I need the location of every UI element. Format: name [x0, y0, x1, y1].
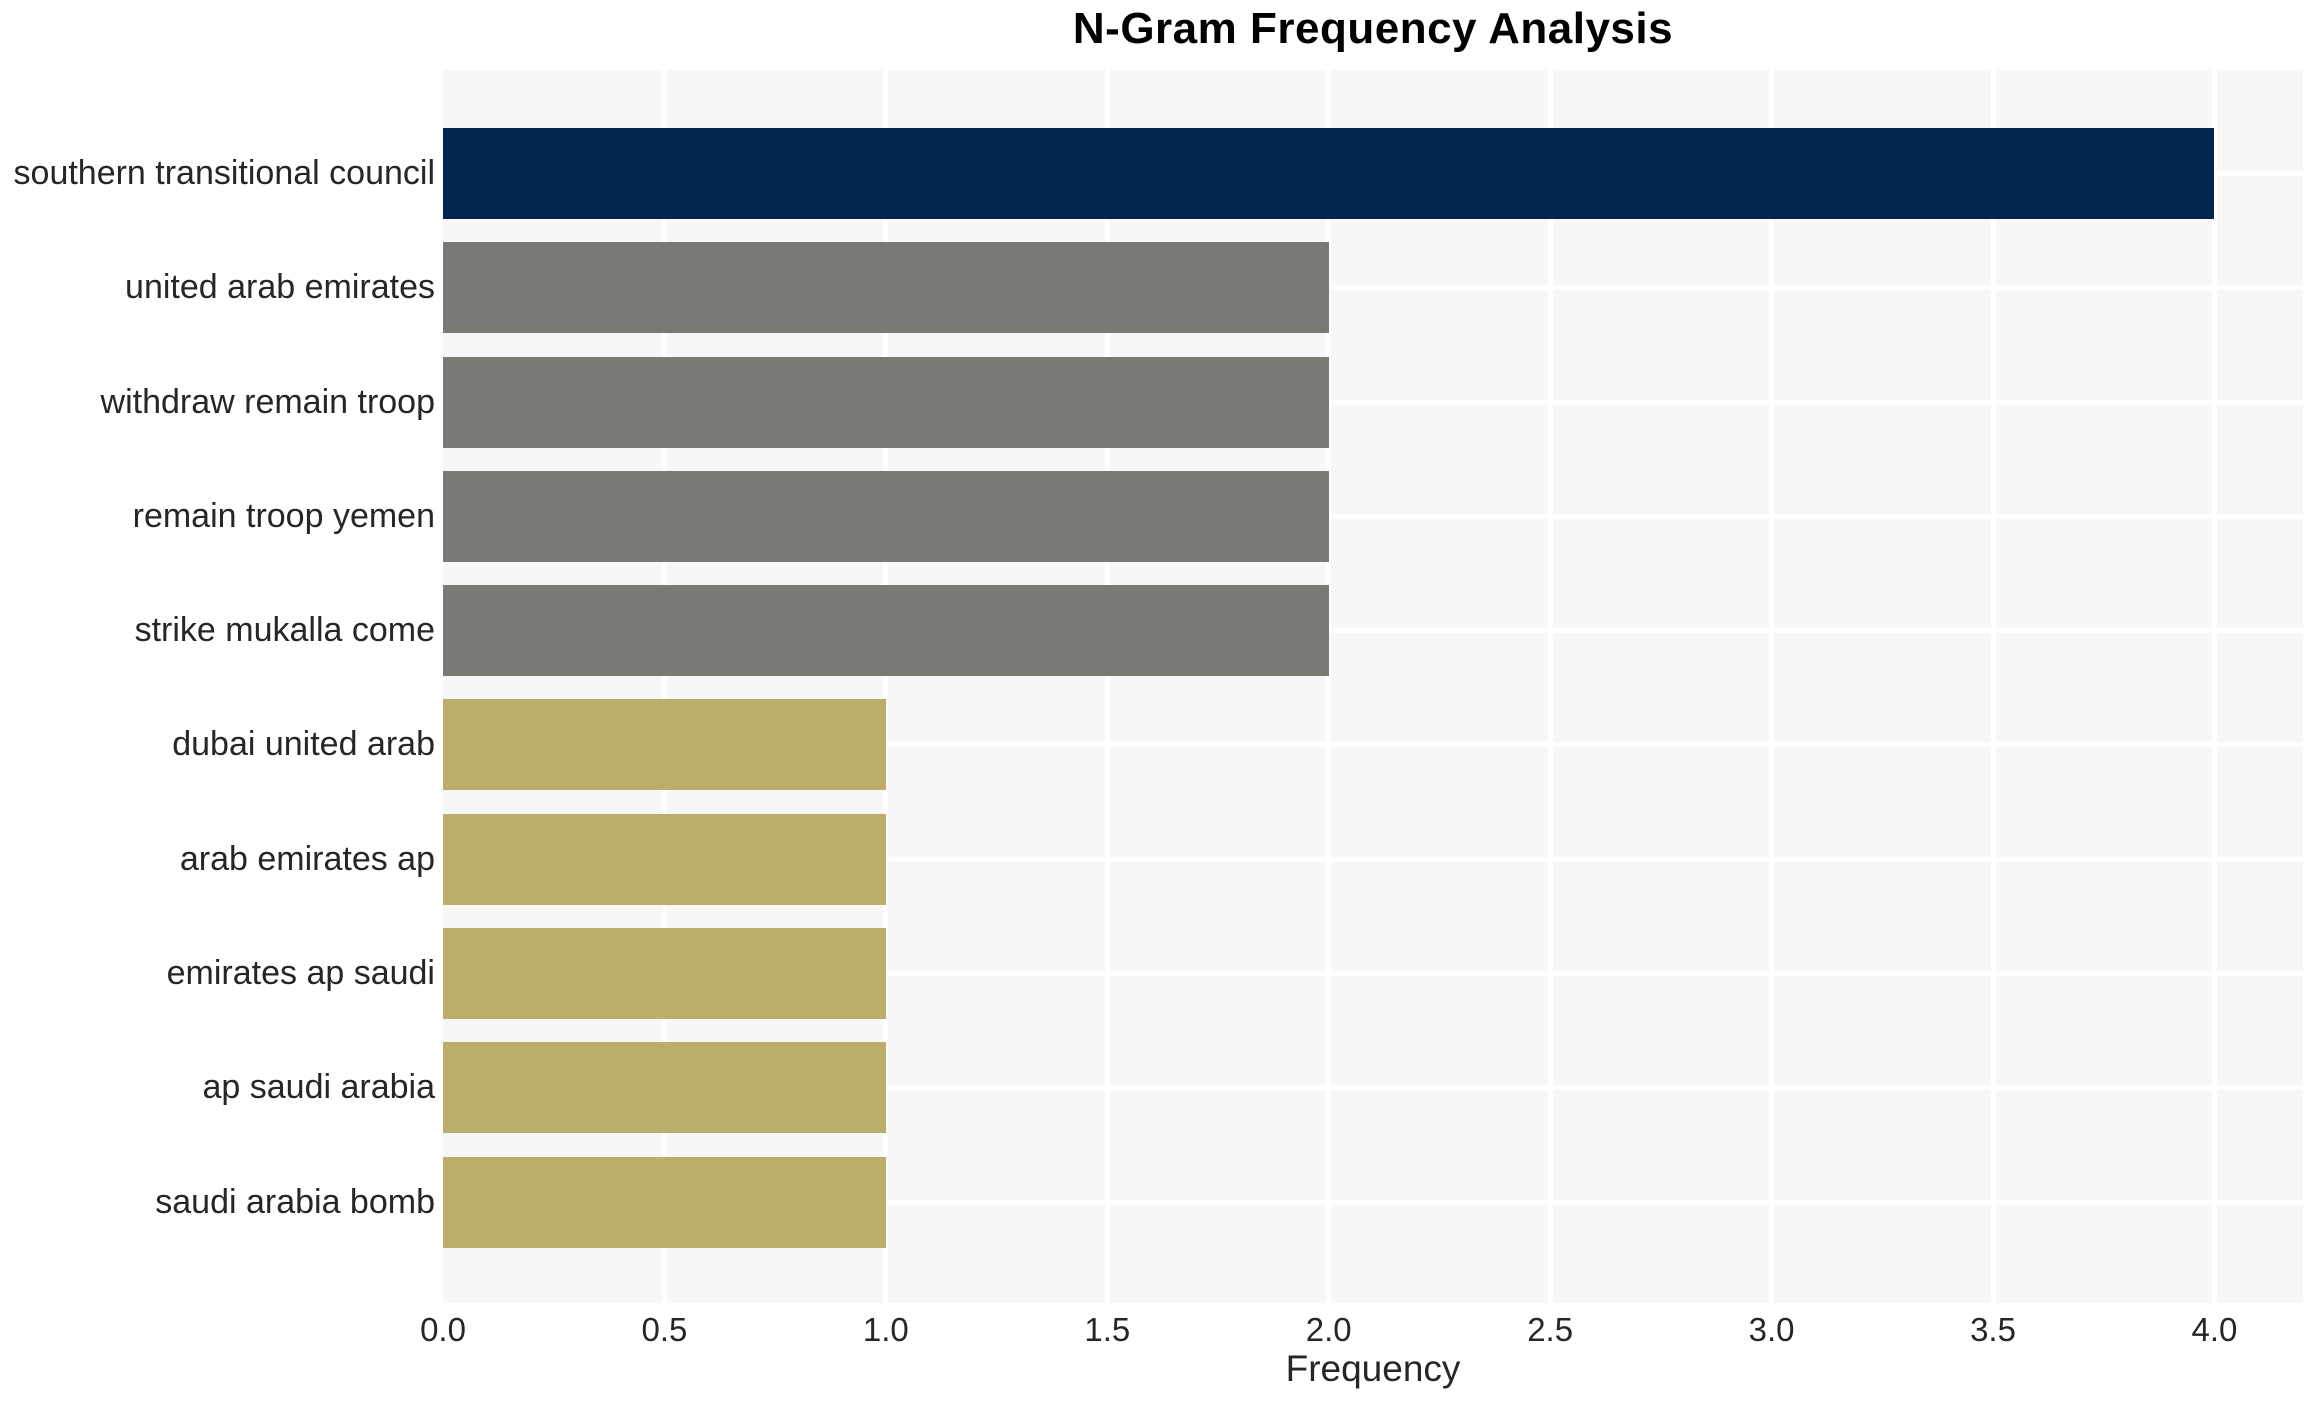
gridline-horizontal — [443, 513, 2303, 519]
category-label: southern transitional council — [13, 153, 435, 192]
x-tick-label: 2.5 — [1527, 1311, 1574, 1348]
category-label: emirates ap saudi — [166, 954, 435, 993]
gridline-vertical — [1326, 70, 1332, 1303]
category-label: withdraw remain troop — [100, 382, 435, 421]
bar — [443, 1042, 886, 1134]
gridline-horizontal — [443, 856, 2303, 862]
x-tick-label: 3.0 — [1748, 1311, 1795, 1348]
bar — [443, 356, 1329, 448]
x-tick-label: 0.5 — [641, 1311, 688, 1348]
gridline-vertical — [1104, 70, 1110, 1303]
gridline-vertical — [883, 70, 889, 1303]
gridline-horizontal — [443, 1199, 2303, 1205]
plot-area — [443, 70, 2303, 1303]
x-tick-label: 2.0 — [1305, 1311, 1352, 1348]
gridline-horizontal — [443, 399, 2303, 405]
bar — [443, 242, 1329, 334]
bar — [443, 127, 2215, 219]
x-tick-label: 0.0 — [420, 1311, 466, 1348]
bar — [443, 470, 1329, 562]
gridline-vertical — [1547, 70, 1553, 1303]
gridline-horizontal — [443, 285, 2303, 291]
category-label: ap saudi arabia — [202, 1068, 435, 1107]
category-label: remain troop yemen — [132, 496, 435, 535]
gridline-vertical — [2211, 70, 2217, 1303]
gridline-vertical — [661, 70, 667, 1303]
bar — [443, 699, 886, 791]
gridline-vertical — [1990, 70, 1996, 1303]
bar — [443, 1156, 886, 1248]
gridline-horizontal — [443, 742, 2303, 748]
bar — [443, 813, 886, 905]
category-label: strike mukalla come — [134, 611, 435, 650]
bar — [443, 928, 886, 1020]
chart-title: N-Gram Frequency Analysis — [1072, 4, 1674, 53]
gridline-vertical — [1769, 70, 1775, 1303]
category-label: united arab emirates — [125, 268, 435, 307]
gridline-horizontal — [443, 628, 2303, 634]
category-label: arab emirates ap — [179, 839, 435, 878]
x-tick-label: 3.5 — [1970, 1311, 2016, 1348]
category-label: dubai united arab — [172, 725, 435, 764]
x-tick-label: 1.5 — [1084, 1311, 1131, 1348]
bar — [443, 585, 1329, 677]
x-tick-label: 1.0 — [862, 1311, 909, 1348]
category-label: saudi arabia bomb — [155, 1182, 435, 1221]
x-axis-title: Frequency — [1285, 1348, 1461, 1389]
gridline-horizontal — [443, 1085, 2303, 1091]
x-tick-label: 4.0 — [2191, 1311, 2238, 1348]
gridline-horizontal — [443, 971, 2303, 977]
